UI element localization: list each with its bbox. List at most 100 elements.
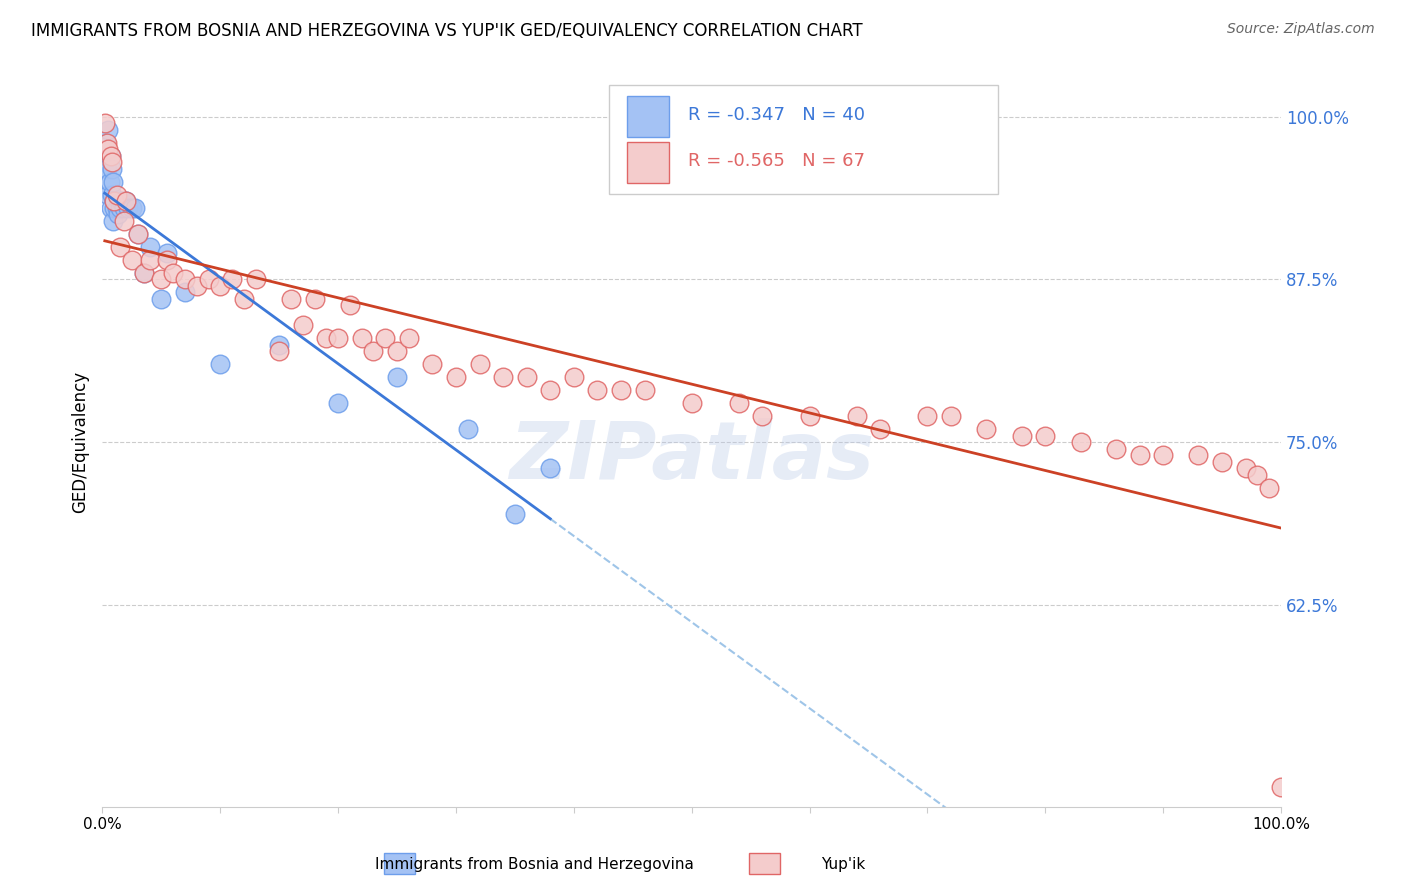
Text: R = -0.347   N = 40: R = -0.347 N = 40 — [688, 106, 865, 124]
Text: ZIPatlas: ZIPatlas — [509, 417, 875, 496]
Point — [385, 370, 408, 384]
Point — [103, 194, 125, 209]
Point — [339, 298, 361, 312]
Point — [1258, 481, 1281, 495]
Point — [315, 331, 337, 345]
Point — [98, 175, 121, 189]
FancyBboxPatch shape — [627, 96, 669, 137]
Point — [221, 272, 243, 286]
Point — [174, 285, 197, 300]
Point — [97, 187, 120, 202]
Point — [96, 161, 118, 176]
Point — [633, 383, 655, 397]
Point — [100, 201, 122, 215]
Point — [156, 246, 179, 260]
Point — [1011, 428, 1033, 442]
Point — [132, 266, 155, 280]
Point — [108, 201, 131, 215]
Point — [350, 331, 373, 345]
Point — [105, 201, 128, 215]
Point — [269, 337, 291, 351]
Point — [127, 227, 149, 241]
Point — [121, 201, 143, 215]
Point — [939, 409, 962, 424]
Point — [245, 272, 267, 286]
Text: Yup'ik: Yup'ik — [821, 857, 866, 872]
Point — [1246, 467, 1268, 482]
Point — [105, 187, 128, 202]
FancyBboxPatch shape — [627, 143, 669, 183]
FancyBboxPatch shape — [609, 85, 998, 194]
Point — [100, 148, 122, 162]
Y-axis label: GED/Equivalency: GED/Equivalency — [72, 371, 89, 513]
Point — [538, 461, 561, 475]
Point — [174, 272, 197, 286]
Point — [108, 240, 131, 254]
Point — [1270, 780, 1292, 795]
Point — [363, 344, 385, 359]
Point — [114, 194, 136, 209]
Point — [1187, 448, 1209, 462]
Point — [304, 292, 326, 306]
Point — [374, 331, 396, 345]
Point — [156, 252, 179, 267]
Point — [103, 201, 125, 215]
Point — [104, 194, 127, 209]
Point — [112, 201, 135, 215]
Point — [468, 357, 491, 371]
Point — [326, 331, 349, 345]
Point — [150, 272, 173, 286]
Point — [326, 396, 349, 410]
Point — [422, 357, 444, 371]
Text: IMMIGRANTS FROM BOSNIA AND HERZEGOVINA VS YUP'IK GED/EQUIVALENCY CORRELATION CHA: IMMIGRANTS FROM BOSNIA AND HERZEGOVINA V… — [31, 22, 862, 40]
Point — [538, 383, 561, 397]
Point — [1152, 448, 1174, 462]
Point — [132, 266, 155, 280]
Point — [209, 357, 232, 371]
Point — [1105, 442, 1128, 456]
Point — [1234, 461, 1257, 475]
Point — [751, 409, 773, 424]
Point — [127, 227, 149, 241]
Point — [727, 396, 749, 410]
Point — [112, 213, 135, 227]
Point — [503, 507, 526, 521]
Point — [869, 422, 891, 436]
Point — [917, 409, 939, 424]
Point — [232, 292, 254, 306]
Point — [121, 252, 143, 267]
Point — [197, 272, 219, 286]
Point — [681, 396, 703, 410]
Point — [96, 136, 118, 150]
Point — [117, 201, 139, 215]
Point — [97, 142, 120, 156]
Point — [1033, 428, 1056, 442]
Point — [385, 344, 408, 359]
Point — [101, 155, 124, 169]
Point — [562, 370, 585, 384]
Point — [209, 278, 232, 293]
Point — [138, 240, 160, 254]
Point — [94, 136, 117, 150]
Point — [280, 292, 302, 306]
Point — [115, 194, 138, 209]
Point — [101, 161, 124, 176]
Point — [101, 213, 124, 227]
Point — [610, 383, 633, 397]
Text: R = -0.565   N = 67: R = -0.565 N = 67 — [688, 152, 865, 169]
Point — [107, 207, 129, 221]
Point — [138, 252, 160, 267]
Point — [124, 201, 146, 215]
Point — [108, 194, 131, 209]
Text: Immigrants from Bosnia and Herzegovina: Immigrants from Bosnia and Herzegovina — [375, 857, 693, 872]
Point — [845, 409, 868, 424]
Point — [516, 370, 538, 384]
Point — [115, 194, 138, 209]
Point — [186, 278, 208, 293]
Point — [291, 318, 314, 332]
Point — [976, 422, 998, 436]
Point — [799, 409, 821, 424]
Point — [457, 422, 479, 436]
Text: Source: ZipAtlas.com: Source: ZipAtlas.com — [1227, 22, 1375, 37]
Point — [110, 194, 132, 209]
